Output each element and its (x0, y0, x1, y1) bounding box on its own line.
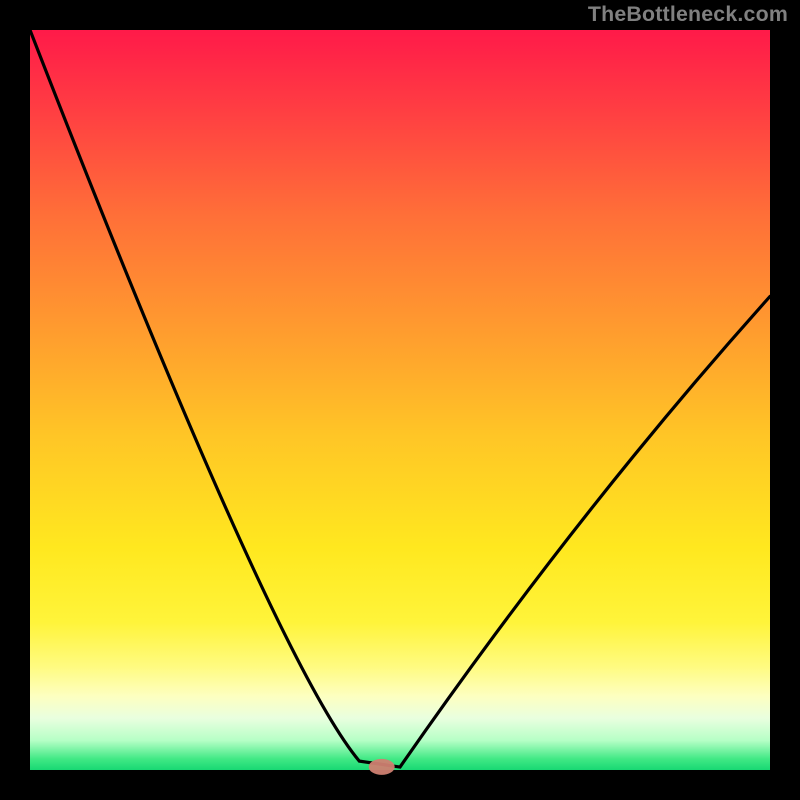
optimum-marker (368, 759, 395, 775)
chart-svg (30, 30, 770, 770)
gradient-background (30, 30, 770, 770)
watermark-label: TheBottleneck.com (588, 2, 788, 27)
chart-canvas: TheBottleneck.com (0, 0, 800, 800)
plot-area (30, 30, 770, 770)
